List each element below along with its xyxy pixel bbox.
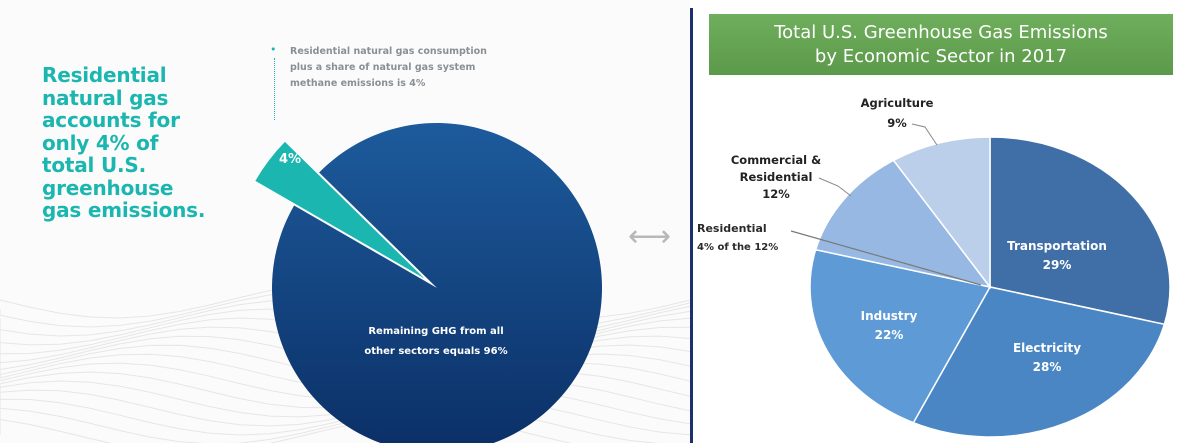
- wave-line: [0, 416, 573, 443]
- callout-residential: Residential: [697, 222, 767, 235]
- note-bullet-icon: •: [270, 43, 277, 56]
- leader-line-commercial: [818, 177, 852, 197]
- chart-title-banner: Total U.S. Greenhouse Gas Emissions by E…: [709, 14, 1173, 75]
- pie-slice-industry: [809, 248, 992, 424]
- pie-slice-residential: [255, 141, 425, 279]
- note-text: Residential natural gas consumption plus…: [290, 46, 487, 89]
- left-pie-chart: 4% Remaining GHG from all other sectors eq…: [255, 123, 602, 443]
- pie-label-electricity: Electricity 28%: [1013, 341, 1081, 374]
- pie-label-residential: 4%: [279, 152, 301, 167]
- callout-share: 4% of the 12%: [697, 242, 778, 253]
- right-pie-chart: Transportation 29% Electricity 28% Industry 2…: [697, 96, 1171, 438]
- panel-divider: [690, 8, 693, 443]
- wave-line: [0, 389, 690, 427]
- pie-label-industry: Industry 22%: [861, 309, 918, 342]
- leader-line-agriculture: [911, 123, 938, 146]
- right-panel: Total U.S. Greenhouse Gas Emissions by E…: [693, 0, 1181, 443]
- note-leader-line: [274, 58, 275, 120]
- callout-leader-line: [790, 230, 982, 286]
- pie-label-transportation: Transportation 29%: [1007, 239, 1107, 272]
- pie-slice-agriculture: [892, 136, 991, 290]
- pie-label-commercial-residential: Commercial & Residential 12%: [731, 153, 821, 201]
- wave-line: [0, 407, 660, 443]
- pie-label-agriculture: Agriculture 9%: [861, 96, 934, 130]
- pie-slice-commercial-residential: [814, 159, 992, 289]
- pie-label-remaining: Remaining GHG from all other sectors equa…: [364, 326, 507, 357]
- compare-arrow-icon: ⟷: [628, 219, 672, 254]
- wave-line: [0, 398, 690, 436]
- pie-slice-electricity: [912, 286, 1166, 438]
- headline: Residential natural gas accounts for onl…: [42, 63, 206, 222]
- pie-slice-transportation: [989, 136, 1171, 326]
- pie-slice-remaining: [272, 123, 602, 443]
- left-panel: Residential natural gas accounts for onl…: [0, 43, 690, 443]
